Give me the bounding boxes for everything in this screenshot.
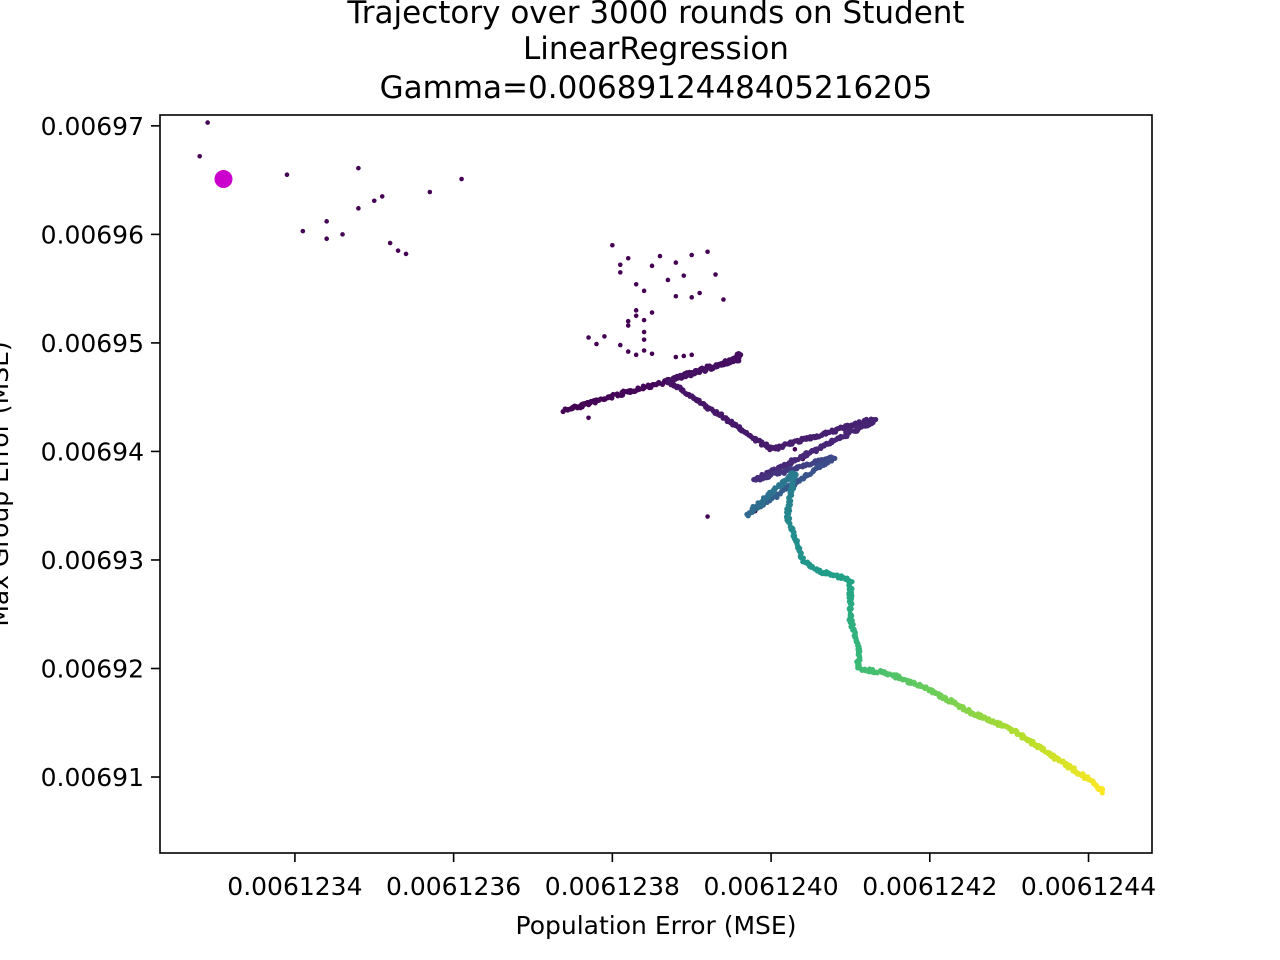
scatter-point <box>459 176 464 182</box>
scatter-point <box>602 334 607 339</box>
scatter-point <box>300 228 306 234</box>
scatter-point <box>633 282 639 287</box>
scatter-point <box>625 323 631 328</box>
x-tick-label: 0.0061242 <box>862 872 997 901</box>
scatter-point <box>649 263 655 269</box>
x-tick-label: 0.0061236 <box>386 872 521 901</box>
scatter-point <box>395 248 401 253</box>
scatter-point <box>617 342 623 348</box>
trajectory-point <box>1099 790 1105 796</box>
scatter-point <box>197 153 202 159</box>
scatter-point <box>625 349 631 354</box>
trajectory-point <box>610 391 616 398</box>
scatter-point <box>689 252 695 258</box>
scatter-point <box>586 335 591 340</box>
chart-title-line-1: Trajectory over 3000 rounds on Student <box>346 0 964 31</box>
scatter-point <box>586 415 591 421</box>
scatter-point <box>673 260 679 265</box>
y-tick-label: 0.00693 <box>41 546 144 575</box>
scatter-point <box>633 308 639 313</box>
scatter-point <box>427 189 433 195</box>
scatter-point <box>594 341 599 347</box>
start-marker <box>214 170 233 189</box>
trajectory-point <box>573 403 579 410</box>
scatter-point <box>625 255 631 261</box>
scatter-point <box>705 249 710 255</box>
chart-title-line-3: Gamma=0.006891244840521620​5 <box>380 70 933 106</box>
scatter-point <box>403 251 409 257</box>
x-tick-label: 0.0061234 <box>227 872 362 901</box>
scatter-point <box>371 198 377 204</box>
y-tick-label: 0.00697 <box>41 112 144 141</box>
scatter-point <box>625 318 631 324</box>
scatter-point <box>657 253 663 259</box>
trajectory-point <box>825 429 831 435</box>
x-axis-ticks: 0.0061234 0.0061236 0.0061238 0.0061240 0.00… <box>227 853 1156 901</box>
trajectory-point <box>833 437 839 443</box>
chart-title: Trajectory over 3000 rounds on Student L… <box>346 0 964 106</box>
x-tick-label: 0.0061244 <box>1021 872 1156 901</box>
scatter-point <box>324 219 329 224</box>
scatter-point <box>641 329 647 335</box>
scatter-point <box>641 317 647 323</box>
scatter-point <box>705 514 710 519</box>
scatter-point <box>340 232 345 237</box>
scatter-point <box>673 354 679 360</box>
scatter-point <box>324 236 329 242</box>
x-axis-label: Population Error (MSE) <box>516 911 797 940</box>
axes-frame <box>159 114 1153 854</box>
scatter-point <box>713 272 718 277</box>
y-tick-label: 0.00691 <box>41 763 144 792</box>
scatter-point <box>617 262 623 268</box>
scatter-point <box>284 172 290 177</box>
scatter-point <box>633 313 639 319</box>
y-tick-label: 0.00692 <box>41 655 144 684</box>
scatter-point <box>681 353 687 359</box>
y-tick-label: 0.00694 <box>41 437 144 466</box>
scatter-point <box>641 348 647 353</box>
scatter-point <box>356 206 361 211</box>
chart-title-line-2: LinearRegression <box>523 31 789 67</box>
y-tick-label: 0.00695 <box>41 329 144 358</box>
scatter-point <box>379 194 385 199</box>
scatter-point <box>681 273 687 278</box>
scatter-point <box>689 295 695 300</box>
x-tick-label: 0.0061240 <box>703 872 838 901</box>
scatter-point <box>673 293 679 299</box>
y-axis-ticks: 0.00691 0.00692 0.00693 0.00694 0.00695 0.006… <box>41 112 160 792</box>
scatter-point <box>205 120 210 125</box>
scatter-point <box>689 352 695 358</box>
scatter-point <box>665 277 671 283</box>
y-axis-label: Max Group Error (MSE) <box>0 341 14 626</box>
scatter-point <box>649 310 655 315</box>
x-tick-label: 0.0061238 <box>545 872 680 901</box>
scatter-point <box>633 352 639 358</box>
y-tick-label: 0.00696 <box>41 220 144 249</box>
scatter-point <box>792 446 798 452</box>
scatter-point <box>610 242 615 248</box>
scatter-point <box>649 351 655 357</box>
scatter-point <box>617 270 623 275</box>
scatter-point <box>641 337 647 342</box>
scatter-point <box>356 165 361 171</box>
plot-area <box>197 120 1106 796</box>
scatter-point <box>721 297 726 302</box>
scatter-point <box>697 290 702 296</box>
scatter-point <box>387 240 393 246</box>
scatter-point <box>641 288 647 294</box>
